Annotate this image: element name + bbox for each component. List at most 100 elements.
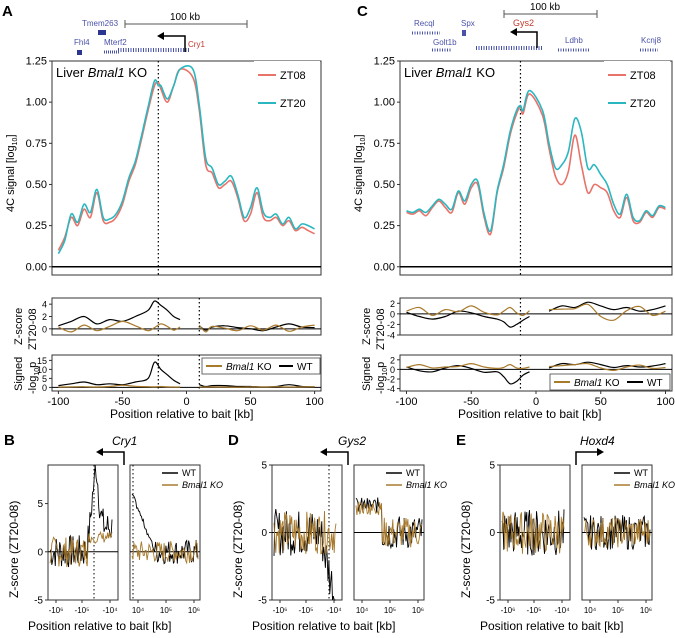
y-tick-label: 15 [37,356,47,366]
plot-frame-right [129,464,201,601]
series-bmal1-ko-line [58,320,181,333]
x-tick-label: -10⁵ [299,606,314,615]
x-tick-label: 10⁴ [132,606,145,615]
y-axis-label: Z-score (ZT20-08) [231,501,245,598]
y-tick-label: 2 [390,299,395,309]
legend-zt20: ZT20 [280,98,306,110]
x-tick-label: -10⁶ [49,606,64,615]
x-axis-label: Position relative to bait [kb] [252,619,395,633]
x-tick-label: -100 [47,396,69,408]
y-tick-label: 10 [37,365,47,375]
x-tick-label: -100 [395,396,417,408]
bait-arrow [326,451,349,465]
plot-frame-c-z [399,297,673,336]
gene-fhl4 [77,50,82,55]
y-tick-label: -5 [34,596,43,607]
y-tick-label: 5 [261,461,267,472]
legend-a-s: Bmal1 KO WT [201,357,321,375]
y-axis-label: Z-score (ZT20-08) [7,501,21,598]
y-axis-label: Z-score (ZT20-08) [459,501,473,598]
y-tick-label: 0 [37,547,43,558]
legend-zt08: ZT08 [280,70,306,82]
y-tick-label: 0 [42,383,47,393]
gene-tmem263 [98,30,106,35]
bait-arrow [575,451,598,465]
series-zt20-line [57,65,315,254]
x-tick-label: -10⁴ [103,606,119,615]
x-tick-label: 50 [244,396,256,408]
x-tick-label: 10⁴ [584,606,597,615]
chart-a-main: 0.00 0.25 0.50 0.75 1.00 1.25 [26,56,321,275]
svg-text:ZT20-08: ZT20-08 [375,308,387,350]
bait-arrowhead [597,448,604,456]
y-tick-label: 0 [390,309,395,319]
svg-text:Z-score: Z-score [361,308,373,345]
y-tick-label: 0.75 [374,138,395,150]
y-tick-label: 1.25 [26,56,47,68]
svg-text:ZT20: ZT20 [630,98,656,110]
panel-letter-c: C [357,3,368,20]
x-tick-label: 10⁶ [188,606,200,615]
y-tick-label: 0.50 [26,179,47,191]
y-tick-label: -4 [387,331,395,341]
y-axis-label-4c: 4C signal [log10] [5,134,19,212]
series-zt20-line [406,89,666,233]
series-bmal1-ko-line [199,386,315,388]
x-tick-label: -10⁵ [527,606,542,615]
panel-d: D Gys2 -5 0 5 -10⁶ -10⁵ -10⁴ 10⁴ 10⁵ 10⁶ Z-score (Z… [228,432,447,633]
panel-letter-a: A [2,3,13,20]
y-tick-label: 0 [489,528,495,539]
y-tick-label: 1.00 [26,97,47,109]
y-tick-label: 0.00 [26,261,47,273]
y-tick-label: -5 [486,596,495,607]
y-tick-label: 1.00 [374,97,395,109]
bait-arrowhead [320,448,327,456]
legend-c-s: Bmal1 KO WT [549,373,671,391]
y-tick-label: 4 [42,300,47,310]
series-ko-line [355,501,423,548]
series-wt-line [58,300,181,327]
series-bmal1-ko-line [548,362,666,372]
chart-a-zscore: 0 2 4 [42,298,321,335]
chart-c-zscore: -4-202 [387,298,672,341]
y-tick-label: 0.75 [26,138,47,150]
y-tick-label: 0.25 [374,220,395,232]
svg-text:Signed: Signed [361,357,373,391]
gene-track-a: 100 kb Tmem263 Fhl4 Mterf2 Cry1 [74,12,248,55]
series-wt-line [406,310,530,328]
gene-label-cry1: Cry1 [188,40,205,49]
series-wt-line [355,497,423,550]
legend-wt: WT [182,468,196,478]
y-tick-label: -2 [387,320,395,330]
panel-letter-e: E [456,432,466,449]
legend-wt: WT [634,468,648,478]
y-tick-label: 0.50 [374,179,395,191]
condition-label-a: Liver Bmal1 KO [56,65,147,80]
x-tick-label: -10⁴ [555,606,571,615]
series-zt08-line [406,93,666,236]
y-tick-label: 0 [261,528,267,539]
legend-ko: Bmal1 KO [406,480,447,490]
chart-c-main: 0.00 0.25 0.50 0.75 1.00 1.25 [374,56,672,275]
bait-arrow-a [162,35,186,52]
svg-text:Recql: Recql [414,19,435,28]
svg-text:Bmal1 KO: Bmal1 KO [574,378,620,389]
gene-label: Gys2 [338,434,366,448]
x-tick-label: -10⁴ [327,606,343,615]
x-tick-label: 10⁵ [384,606,396,615]
panel-c: C 100 kb Recql Spx Golt1b Gys2 Ldhb Kcnj… [353,2,675,421]
x-tick-label: 10⁴ [356,606,369,615]
series-ko-line [49,530,113,568]
legend-a: ZT08 ZT20 [254,61,320,121]
y-axis-label-z1: Z-score [13,308,25,345]
series-wt-line [406,364,530,385]
x-tick-label: 0 [183,396,189,408]
y-tick-label: 5 [489,461,495,472]
x-axis-label-a: Position relative to bait [kb] [110,407,253,421]
y-tick-label: -4 [387,384,395,394]
plot-frame-c [399,60,673,276]
bait-arrowhead [96,448,103,456]
x-tick-label: 50 [595,396,607,408]
